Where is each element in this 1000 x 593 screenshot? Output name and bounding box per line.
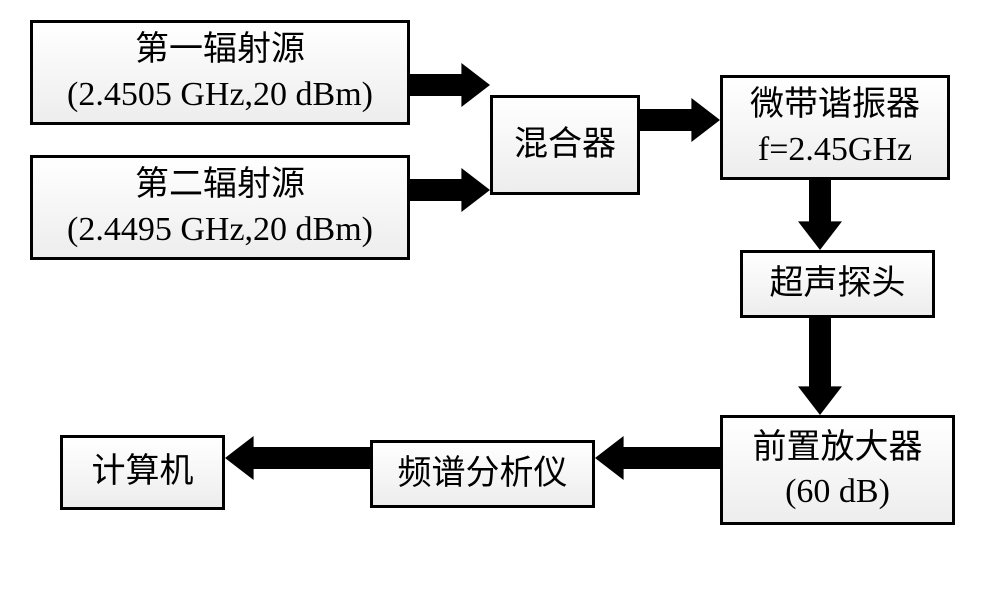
a-spec-comp — [225, 436, 370, 480]
node-computer-line1: 计算机 — [92, 450, 194, 494]
a-src1-mixer — [410, 63, 490, 107]
node-computer: 计算机 — [60, 435, 225, 510]
a-src2-mixer — [410, 168, 490, 212]
node-preamp-line2: (60 dB) — [785, 470, 890, 514]
node-source2-line2: (2.4495 GHz,20 dBm) — [67, 208, 373, 252]
node-spectrum: 频谱分析仪 — [370, 440, 595, 508]
node-preamp-line1: 前置放大器 — [753, 426, 923, 470]
node-mixer: 混合器 — [490, 95, 640, 195]
a-res-probe — [798, 180, 842, 250]
node-mixer-line1: 混合器 — [514, 123, 616, 167]
node-source1-line1: 第一辐射源 — [135, 28, 305, 72]
a-pre-spec — [595, 436, 720, 480]
a-mixer-res — [640, 98, 720, 142]
node-source2-line1: 第二辐射源 — [135, 163, 305, 207]
node-resonator: 微带谐振器f=2.45GHz — [720, 75, 950, 180]
node-spectrum-line1: 频谱分析仪 — [398, 452, 568, 496]
node-resonator-line2: f=2.45GHz — [758, 128, 912, 172]
node-preamp: 前置放大器(60 dB) — [720, 415, 955, 525]
node-source2: 第二辐射源(2.4495 GHz,20 dBm) — [30, 155, 410, 260]
node-source1-line2: (2.4505 GHz,20 dBm) — [67, 73, 373, 117]
a-probe-pre — [798, 318, 842, 415]
node-probe-line1: 超声探头 — [770, 262, 906, 306]
node-resonator-line1: 微带谐振器 — [750, 83, 920, 127]
node-probe: 超声探头 — [740, 250, 935, 318]
node-source1: 第一辐射源(2.4505 GHz,20 dBm) — [30, 20, 410, 125]
